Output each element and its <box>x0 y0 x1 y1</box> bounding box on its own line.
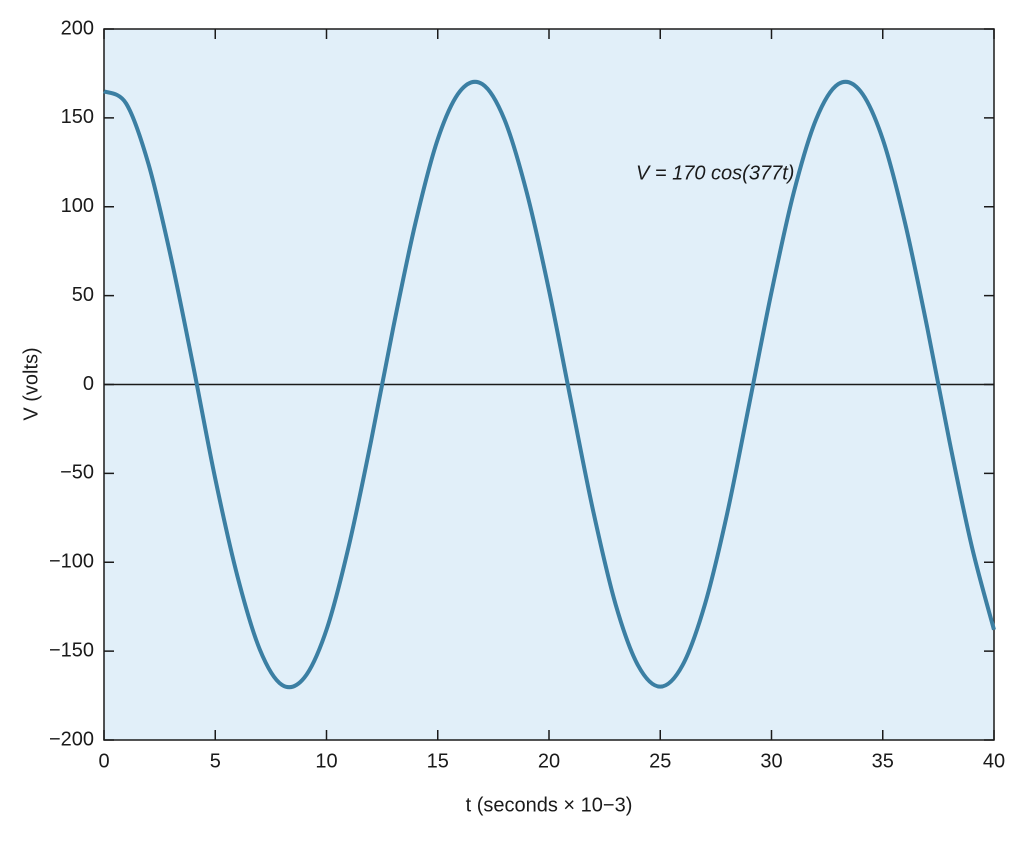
x-tick-label: 25 <box>649 750 671 772</box>
y-axis-label: V (volts) <box>20 347 42 420</box>
x-tick-label: 35 <box>872 750 894 772</box>
y-tick-label: 200 <box>61 17 94 39</box>
data-line <box>103 79 996 690</box>
x-tick-label: 10 <box>315 750 337 772</box>
x-tick-label: 40 <box>983 750 1005 772</box>
x-tick-label: 15 <box>427 750 449 772</box>
annotation: V = 170 cos(377t) <box>636 162 794 184</box>
x-tick-label: 20 <box>538 750 560 772</box>
y-tick-label: −150 <box>49 639 94 661</box>
y-tick-label: −50 <box>60 462 94 484</box>
y-tick-label: 50 <box>72 284 94 306</box>
y-tick-label: 150 <box>61 106 94 128</box>
x-tick-label: 0 <box>98 750 109 772</box>
y-tick-label: 0 <box>83 373 94 395</box>
y-tick-label: −100 <box>49 551 94 573</box>
x-tick-label: 5 <box>210 750 221 772</box>
x-axis-label: t (seconds × 10−3) <box>466 794 633 816</box>
x-tick-label: 30 <box>760 750 782 772</box>
y-tick-label: −200 <box>49 728 94 750</box>
y-tick-label: 100 <box>61 195 94 217</box>
